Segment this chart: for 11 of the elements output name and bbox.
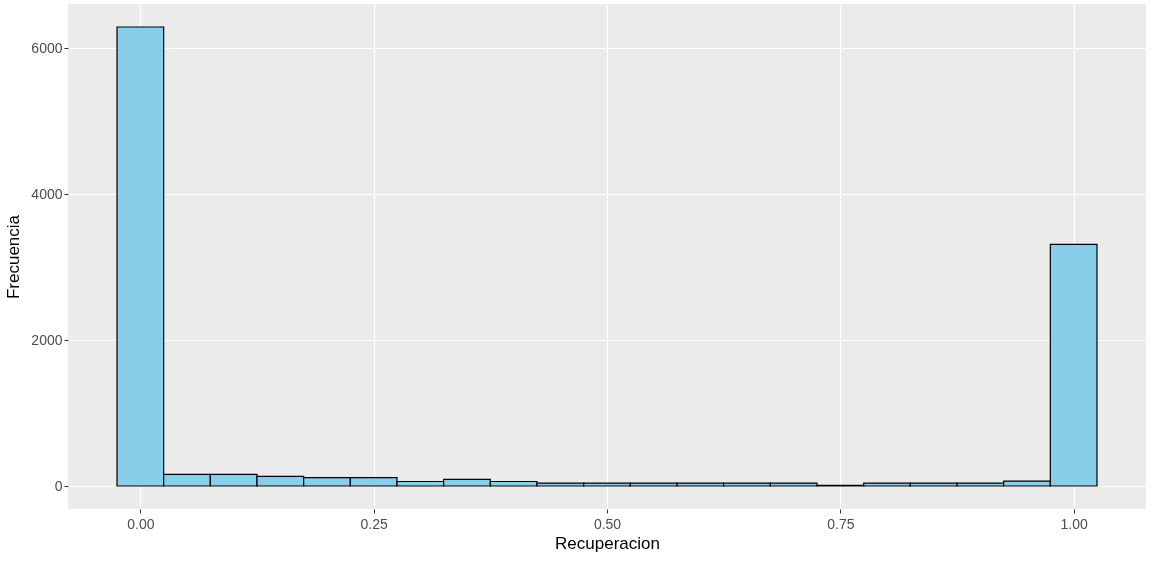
y-tick-label: 4000 bbox=[31, 185, 63, 202]
x-tick-label: 0.75 bbox=[827, 515, 855, 532]
x-tick-label: 1.00 bbox=[1060, 515, 1088, 532]
x-tick-label: 0.50 bbox=[593, 515, 622, 532]
y-tick-label: 0 bbox=[54, 477, 63, 494]
y-tick-label: 6000 bbox=[31, 39, 63, 56]
x-tick-label: 0.25 bbox=[360, 515, 388, 532]
x-axis-title: Recuperacion bbox=[555, 533, 660, 553]
x-tick-label: 0.00 bbox=[127, 515, 155, 532]
y-tick-label: 2000 bbox=[31, 331, 63, 348]
y-axis-title: Frecuencia bbox=[4, 214, 24, 300]
